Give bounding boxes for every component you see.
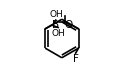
Text: OH: OH xyxy=(49,10,63,19)
Text: OH: OH xyxy=(52,29,65,38)
Text: B: B xyxy=(52,20,59,30)
Text: O: O xyxy=(64,20,72,30)
Text: F: F xyxy=(73,54,79,64)
